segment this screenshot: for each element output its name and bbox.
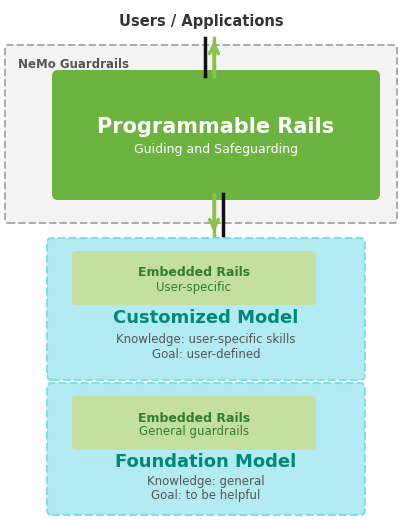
Text: Programmable Rails: Programmable Rails (97, 117, 334, 137)
FancyBboxPatch shape (47, 383, 364, 515)
FancyBboxPatch shape (72, 251, 315, 305)
Text: Customized Model: Customized Model (113, 309, 298, 327)
Text: Embedded Rails: Embedded Rails (138, 411, 249, 424)
Text: Knowledge: user-specific skills: Knowledge: user-specific skills (116, 333, 295, 346)
Text: Knowledge: general: Knowledge: general (147, 475, 264, 488)
Text: Users / Applications: Users / Applications (118, 14, 283, 29)
Text: General guardrails: General guardrails (139, 425, 249, 438)
FancyBboxPatch shape (47, 238, 364, 380)
Text: Goal: user-defined: Goal: user-defined (151, 347, 260, 360)
Text: Foundation Model: Foundation Model (115, 453, 296, 471)
FancyBboxPatch shape (52, 70, 379, 200)
Text: User-specific: User-specific (156, 280, 231, 293)
Text: Embedded Rails: Embedded Rails (138, 266, 249, 280)
Text: Guiding and Safeguarding: Guiding and Safeguarding (134, 142, 297, 155)
FancyBboxPatch shape (72, 396, 315, 450)
Text: NeMo Guardrails: NeMo Guardrails (18, 58, 129, 71)
Text: Goal: to be helpful: Goal: to be helpful (151, 489, 260, 502)
FancyBboxPatch shape (5, 45, 396, 223)
